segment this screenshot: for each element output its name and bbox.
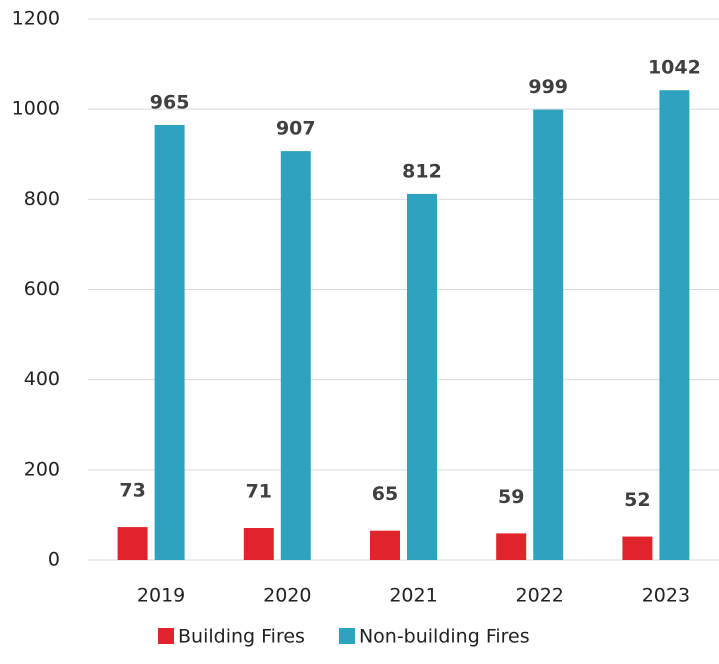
bar [533, 109, 564, 561]
bar [659, 90, 690, 561]
y-tick-label: 0 [48, 549, 60, 571]
data-label: 965 [150, 91, 190, 113]
bar [622, 536, 653, 560]
data-label: 999 [528, 76, 568, 98]
x-tick-label: 2019 [137, 585, 185, 607]
x-tick-label: 2021 [389, 585, 437, 607]
data-label: 52 [624, 489, 650, 511]
y-tick-label: 200 [24, 458, 60, 480]
legend-swatch [158, 628, 174, 644]
legend-label: Non-building Fires [359, 626, 530, 648]
bar [407, 193, 437, 560]
data-label: 65 [372, 483, 398, 505]
bar [243, 527, 274, 560]
data-label: 73 [119, 480, 145, 502]
legend-label: Building Fires [178, 626, 305, 648]
y-tick-label: 1200 [12, 8, 60, 30]
bar [280, 151, 311, 560]
data-label: 71 [246, 480, 272, 502]
y-tick-label: 800 [24, 188, 60, 210]
y-tick-label: 400 [24, 368, 60, 390]
y-tick-label: 1000 [12, 98, 60, 120]
x-tick-label: 2020 [263, 585, 311, 607]
x-tick-label: 2023 [642, 585, 690, 607]
bar [154, 124, 185, 560]
bar [117, 527, 148, 560]
bar [496, 533, 527, 560]
x-tick-label: 2022 [516, 585, 564, 607]
y-tick-label: 600 [24, 278, 60, 300]
bar [370, 530, 400, 560]
data-label: 907 [276, 118, 316, 140]
data-label: 1042 [648, 57, 701, 79]
data-label: 812 [402, 160, 442, 182]
data-label: 59 [498, 486, 524, 508]
legend-swatch [338, 628, 355, 644]
